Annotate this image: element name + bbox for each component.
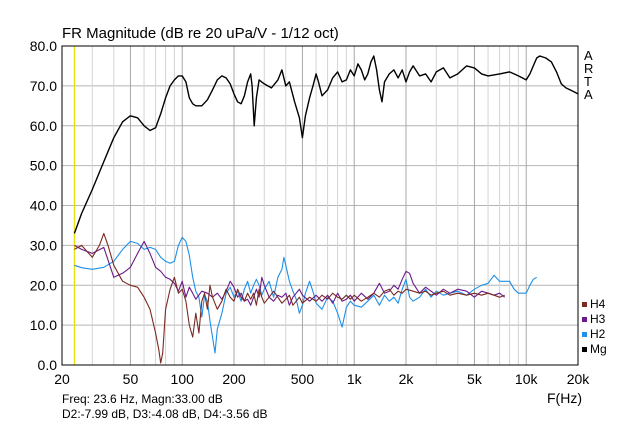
legend-swatch-h2: [582, 332, 587, 337]
y-tick-label: 80.0: [30, 38, 57, 54]
chart-title: FR Magnitude (dB re 20 uPa/V - 1/12 oct): [62, 25, 339, 42]
y-tick-label: 10.0: [30, 317, 57, 333]
series-lines: [73, 55, 579, 364]
x-tick-label: 1k: [347, 371, 363, 387]
x-tick-label: 2k: [399, 371, 415, 387]
x-tick-label: 20: [54, 371, 70, 387]
y-tick-label: 50.0: [30, 158, 57, 174]
series-line-h4: [74, 232, 505, 364]
grid: [62, 46, 578, 365]
brand-letter-r: R: [584, 61, 593, 76]
y-tick-label: 30.0: [30, 237, 57, 253]
x-tick-label: 5k: [467, 371, 483, 387]
plot-frame: [61, 45, 579, 366]
series-line-h3: [74, 240, 506, 306]
brand-letter-a2: A: [584, 87, 593, 102]
legend-label-mg: Mg: [590, 342, 607, 356]
legend-swatch-h4: [582, 302, 587, 307]
x-tick-label: 200: [222, 371, 246, 387]
legend-label-h3: H3: [590, 312, 606, 326]
y-tick-label: 40.0: [30, 198, 57, 214]
readout-line-2: D2:-7.99 dB, D3:-4.08 dB, D4:-3.56 dB: [62, 407, 267, 421]
legend-label-h4: H4: [590, 297, 606, 311]
readout-line-1: Freq: 23.6 Hz, Magn:33.00 dB: [62, 392, 223, 406]
series-line-mg: [73, 55, 579, 234]
brand-letter-a1: A: [584, 48, 593, 63]
y-axis-ticks: 0.0 10.0 20.0 30.0 40.0 50.0 60.0 70.0 80.0: [30, 38, 57, 373]
x-tick-label: 50: [123, 371, 139, 387]
y-tick-label: 70.0: [30, 78, 57, 94]
y-tick-label: 0.0: [38, 357, 58, 373]
series-line-h2: [74, 236, 537, 354]
y-tick-label: 20.0: [30, 277, 57, 293]
legend-swatch-h3: [582, 317, 587, 322]
x-tick-label: 20k: [567, 371, 591, 387]
brand-letter-t: T: [584, 74, 592, 89]
legend-label-h2: H2: [590, 327, 606, 341]
legend-swatch-mg: [582, 347, 587, 352]
x-tick-label: 10k: [515, 371, 539, 387]
x-axis-ticks: 20 50 100 200 500 1k 2k 5k 10k 20k: [54, 371, 590, 387]
x-tick-label: 500: [291, 371, 315, 387]
y-tick-label: 60.0: [30, 118, 57, 134]
brand-label: A R T A: [584, 48, 593, 102]
x-axis-label: F(Hz): [547, 390, 582, 406]
x-tick-label: 100: [171, 371, 195, 387]
